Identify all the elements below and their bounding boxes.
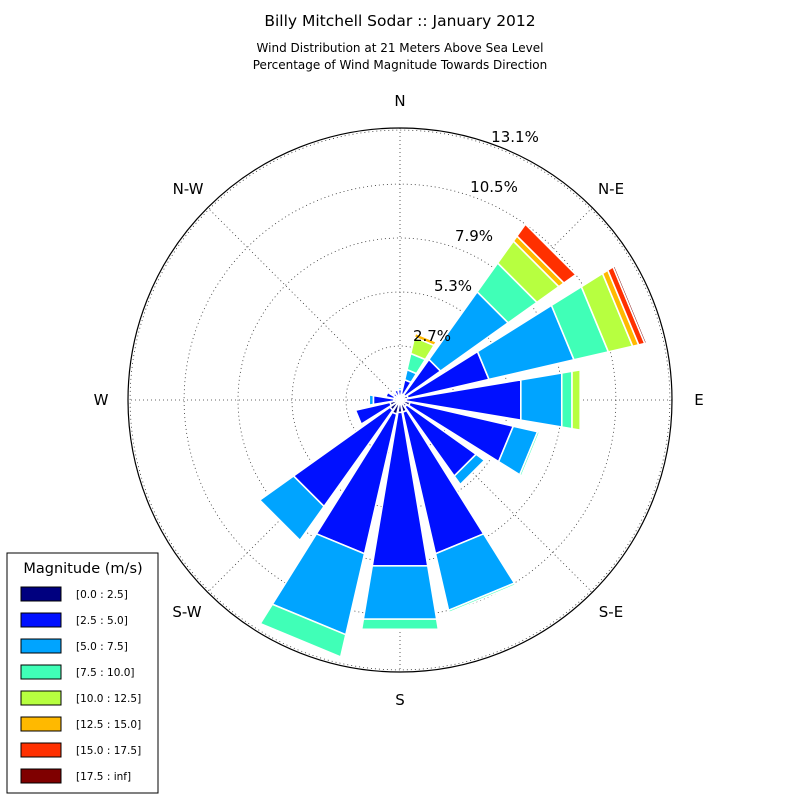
legend-swatch-0 — [20, 586, 62, 602]
wind-bars — [258, 222, 648, 659]
bar-sector-8-bin-2 — [362, 565, 438, 620]
bar-sector-4-bin-4 — [571, 368, 582, 432]
bar-sector-12-bin-2 — [368, 393, 375, 407]
radial-tick-labels: 2.7% 5.3% 7.9% 10.5% 13.1% — [413, 128, 539, 345]
direction-labels: N N-E E S-E S S-W W N-W — [94, 92, 704, 709]
bar-sector-1-bin-5 — [413, 332, 438, 347]
bar-sector-8-bin-3 — [360, 618, 440, 631]
bar-sector-6-bin-2 — [453, 453, 486, 486]
radial-tick-label-3: 7.9% — [455, 227, 493, 245]
legend-title: Magnitude (m/s) — [23, 561, 142, 577]
direction-label-e: E — [694, 391, 703, 409]
bar-sector-4-bin-2 — [520, 371, 563, 429]
legend-label-1: [2.5 : 5.0] — [76, 615, 128, 627]
bar-sector-5-bin-3 — [518, 430, 541, 478]
bar-sector-7-bin-3 — [447, 582, 517, 614]
bar-sector-3-bin-7 — [612, 264, 648, 345]
grid-ring-5 — [129, 129, 671, 671]
direction-label-w: W — [94, 391, 109, 409]
bar-sector-13-bin-1 — [384, 391, 396, 400]
direction-label-n: N — [394, 92, 405, 110]
legend-swatch-6 — [20, 742, 62, 758]
legend-swatch-7 — [20, 768, 62, 784]
chart-subtitle-2: Percentage of Wind Magnitude Towards Dir… — [252, 58, 548, 72]
radial-tick-label-4: 10.5% — [470, 178, 518, 196]
bar-sector-2-bin-6 — [515, 222, 578, 285]
legend-label-2: [5.0 : 7.5] — [76, 641, 128, 653]
direction-label-sw: S-W — [172, 603, 201, 621]
legend-label-4: [10.0 : 12.5] — [76, 693, 141, 705]
bar-sector-0-bin-2 — [396, 386, 404, 391]
legend-label-3: [7.5 : 10.0] — [76, 667, 134, 679]
legend-label-0: [0.0 : 2.5] — [76, 589, 128, 601]
bar-sector-4-bin-3 — [560, 370, 573, 430]
bar-sector-9-bin-3 — [259, 603, 347, 659]
outer-circle — [127, 127, 673, 673]
legend-label-7: [17.5 : inf] — [76, 771, 131, 783]
legend-swatch-3 — [20, 664, 62, 680]
radial-tick-label-5: 13.1% — [491, 128, 539, 146]
legend-swatch-2 — [20, 638, 62, 654]
radial-tick-label-1: 2.7% — [413, 327, 451, 345]
legend-swatch-5 — [20, 716, 62, 732]
legend-label-5: [12.5 : 15.0] — [76, 719, 141, 731]
legend-swatch-1 — [20, 612, 62, 628]
direction-label-nw: N-W — [173, 180, 204, 198]
direction-label-s: S — [395, 691, 405, 709]
chart-title: Billy Mitchell Sodar :: January 2012 — [264, 12, 536, 30]
bar-sector-15-bin-1 — [393, 388, 401, 398]
bar-sector-10-bin-2 — [258, 474, 326, 542]
legend-swatch-4 — [20, 690, 62, 706]
chart-subtitle-1: Wind Distribution at 21 Meters Above Sea… — [256, 41, 544, 55]
legend: Magnitude (m/s) [0.0 : 2.5] [2.5 : 5.0] [5… — [6, 552, 159, 794]
radial-tick-label-2: 5.3% — [434, 277, 472, 295]
bar-sector-11-bin-1 — [354, 401, 393, 426]
direction-label-ne: N-E — [598, 180, 624, 198]
direction-label-se: S-E — [599, 603, 623, 621]
legend-label-6: [15.0 : 17.5] — [76, 745, 141, 757]
